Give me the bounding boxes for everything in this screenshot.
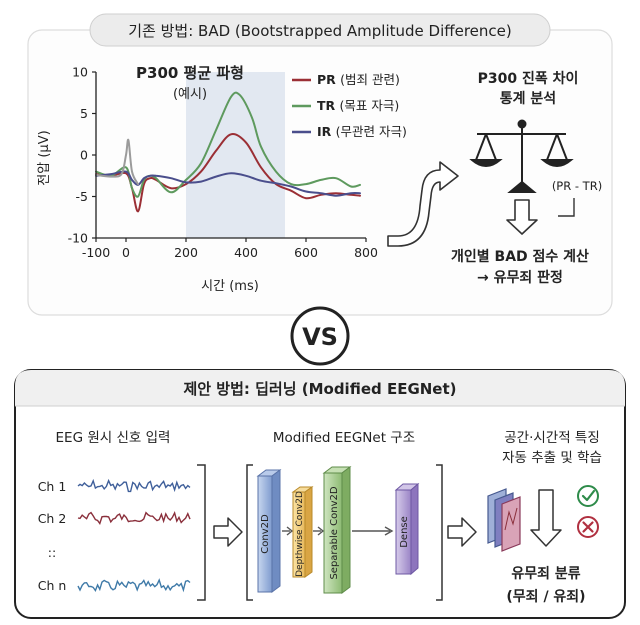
result-line2: → 유무죄 판정	[477, 269, 563, 286]
layer-connector-head	[317, 526, 325, 536]
layer-label-separable: Separable Conv2D	[329, 486, 340, 579]
x-axis-label: 시간 (ms)	[201, 279, 259, 294]
series-line-1	[95, 91, 361, 198]
feature-maps-icon	[487, 488, 521, 552]
curved-arrow-icon	[387, 161, 459, 247]
bottom-panel: 제안 방법: 딥러닝 (Modified EEGNet)	[14, 369, 626, 619]
chart-legend: PR (범죄 관련) TR (목표 자극) IR (무관련 자극)	[292, 72, 407, 139]
balance-scale-icon	[469, 119, 574, 193]
model-bracket-left	[246, 464, 253, 601]
top-panel: 기존 방법: BAD (Bootstrapped Amplitude Diffe…	[27, 13, 613, 316]
legend-label: PR (범죄 관련)	[317, 72, 400, 87]
layer-connector-head	[384, 526, 394, 536]
y-tick-label: -10	[68, 231, 88, 246]
layer-connector-head	[286, 526, 294, 536]
x-tick-label: -100	[82, 245, 110, 260]
chart-subtitle: (예시)	[173, 87, 207, 102]
vs-label: VS	[302, 323, 338, 351]
output-title-line1: 유무죄 분류	[511, 566, 580, 582]
top-title-pill	[89, 13, 551, 47]
right-arrow-icon	[213, 517, 243, 547]
model-bracket-right	[436, 464, 443, 601]
layer-label-depthwise: Depthwise Conv2D	[295, 491, 305, 577]
down-arrow-icon	[506, 199, 538, 235]
model-title: Modified EEGNet 구조	[273, 430, 415, 446]
x-tick-label: 200	[174, 245, 198, 260]
feature-title-line1: 공간·시간적 특징	[504, 430, 600, 446]
right-arrow-icon	[447, 517, 477, 547]
input-title: EEG 원시 신호 입력	[56, 430, 171, 446]
y-tick-label: 5	[80, 106, 88, 121]
output-title-line2: (무죄 / 유죄)	[506, 589, 585, 605]
y-axis-label: 전압 (μV)	[37, 130, 52, 185]
legend-label: TR (목표 자극)	[317, 98, 399, 113]
down-arrow-icon	[530, 489, 562, 547]
y-tick-label: -5	[76, 189, 88, 204]
y-tick-label: 0	[80, 148, 88, 163]
difference-label: (PR - TR)	[552, 179, 602, 193]
cross-icon	[577, 516, 599, 538]
legend-label: IR (무관련 자극)	[317, 124, 407, 139]
analysis-title-line2: 통계 분석	[500, 91, 556, 107]
chart-ticks: -100 0 200 400 600 800 10 5 0 -5 -10	[68, 65, 378, 261]
bracket-line	[558, 198, 575, 217]
chart-title: P300 평균 파형	[136, 64, 244, 82]
channel-label-n: Ch n	[38, 578, 67, 593]
layer-conv2d: Conv2D	[256, 469, 282, 593]
eeg-channels: Ch 1 Ch 2 :: Ch n	[38, 464, 206, 601]
p300-window-highlight	[186, 72, 285, 238]
eegnet-layers: Conv2D Depthwise Conv2D Separable Conv2D	[256, 466, 420, 594]
chart-series	[95, 91, 361, 213]
layer-dense: Dense	[394, 482, 420, 576]
eeg-wave-ch2	[77, 511, 191, 526]
layer-label-dense: Dense	[399, 516, 410, 548]
top-panel-title: 기존 방법: BAD (Bootstrapped Amplitude Diffe…	[128, 22, 511, 40]
x-tick-label: 400	[234, 245, 258, 260]
check-icon	[577, 485, 599, 507]
series-line-2	[95, 170, 361, 197]
input-bracket	[197, 464, 206, 601]
series-line-0	[95, 133, 361, 213]
x-tick-label: 800	[354, 245, 378, 260]
analysis-title-line1: P300 진폭 차이	[478, 70, 579, 87]
eeg-wave-chn	[77, 578, 191, 593]
layer-depthwise-conv2d: Depthwise Conv2D	[291, 486, 314, 578]
layer-separable-conv2d: Separable Conv2D	[322, 466, 352, 594]
x-tick-label: 0	[122, 245, 130, 260]
channel-label-1: Ch 1	[38, 479, 67, 494]
channel-ellipsis: ::	[48, 545, 56, 560]
series-line-3	[95, 138, 139, 186]
y-tick-label: 10	[72, 65, 88, 80]
eeg-wave-ch1	[77, 478, 191, 493]
feature-title-line2: 자동 추출 및 학습	[502, 450, 602, 466]
channel-label-2: Ch 2	[38, 511, 67, 526]
vs-badge: VS	[290, 306, 350, 366]
p300-chart: -100 0 200 400 600 800 10 5 0 -5 -10 P300 평균 파형 (예…	[37, 64, 407, 294]
bottom-panel-title: 제안 방법: 딥러닝 (Modified EEGNet)	[183, 380, 456, 398]
x-tick-label: 600	[294, 245, 318, 260]
layer-label-conv2d: Conv2D	[260, 514, 271, 554]
result-line1: 개인별 BAD 점수 계산	[451, 248, 589, 265]
